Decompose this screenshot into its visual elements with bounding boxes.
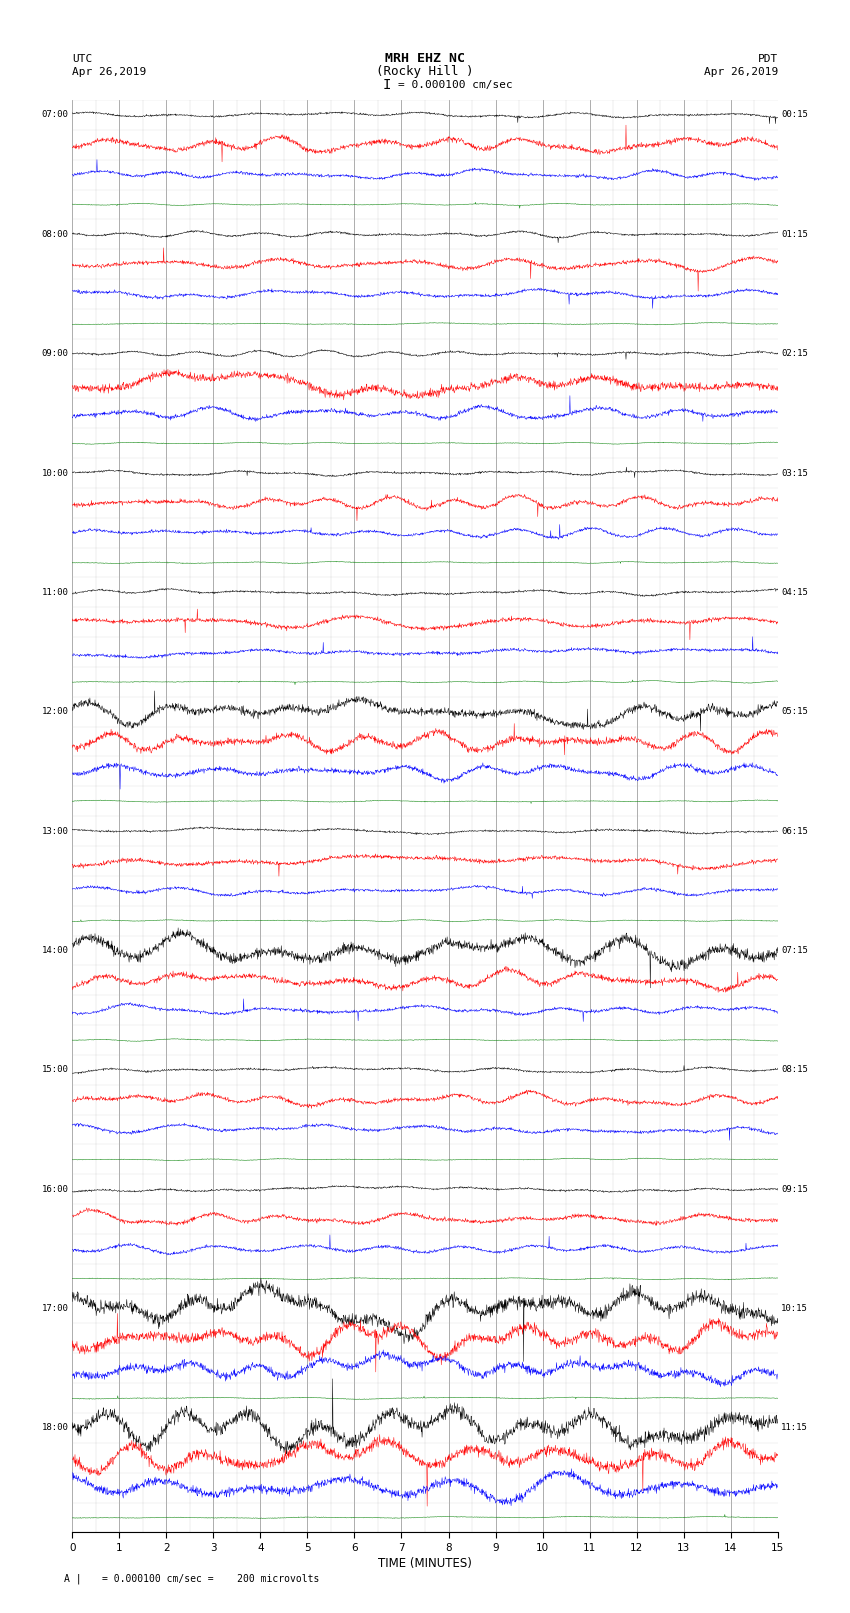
Text: 11:15: 11:15 — [781, 1423, 808, 1432]
Text: = 0.000100 cm/sec =    200 microvolts: = 0.000100 cm/sec = 200 microvolts — [102, 1574, 320, 1584]
Text: 08:00: 08:00 — [42, 229, 69, 239]
Text: 14:00: 14:00 — [42, 945, 69, 955]
Text: 13:00: 13:00 — [42, 826, 69, 836]
Text: A |: A | — [64, 1574, 82, 1584]
Text: 10:15: 10:15 — [781, 1303, 808, 1313]
Text: 07:00: 07:00 — [42, 110, 69, 119]
Text: 07:15: 07:15 — [781, 945, 808, 955]
Text: 12:00: 12:00 — [42, 706, 69, 716]
Text: 09:15: 09:15 — [781, 1184, 808, 1194]
Text: 17:00: 17:00 — [42, 1303, 69, 1313]
Text: = 0.000100 cm/sec: = 0.000100 cm/sec — [398, 79, 513, 90]
Text: 08:15: 08:15 — [781, 1065, 808, 1074]
Text: 05:15: 05:15 — [781, 706, 808, 716]
Text: 02:15: 02:15 — [781, 348, 808, 358]
Text: PDT: PDT — [757, 53, 778, 65]
X-axis label: TIME (MINUTES): TIME (MINUTES) — [378, 1557, 472, 1569]
Text: Apr 26,2019: Apr 26,2019 — [72, 66, 146, 77]
Text: Apr 26,2019: Apr 26,2019 — [704, 66, 778, 77]
Text: 00:15: 00:15 — [781, 110, 808, 119]
Text: 15:00: 15:00 — [42, 1065, 69, 1074]
Text: UTC: UTC — [72, 53, 93, 65]
Text: I: I — [382, 77, 391, 92]
Text: 03:15: 03:15 — [781, 468, 808, 477]
Text: (Rocky Hill ): (Rocky Hill ) — [377, 65, 473, 79]
Text: 04:15: 04:15 — [781, 587, 808, 597]
Text: 06:15: 06:15 — [781, 826, 808, 836]
Text: 18:00: 18:00 — [42, 1423, 69, 1432]
Text: 01:15: 01:15 — [781, 229, 808, 239]
Text: MRH EHZ NC: MRH EHZ NC — [385, 52, 465, 66]
Text: 09:00: 09:00 — [42, 348, 69, 358]
Text: 16:00: 16:00 — [42, 1184, 69, 1194]
Text: 11:00: 11:00 — [42, 587, 69, 597]
Text: 10:00: 10:00 — [42, 468, 69, 477]
